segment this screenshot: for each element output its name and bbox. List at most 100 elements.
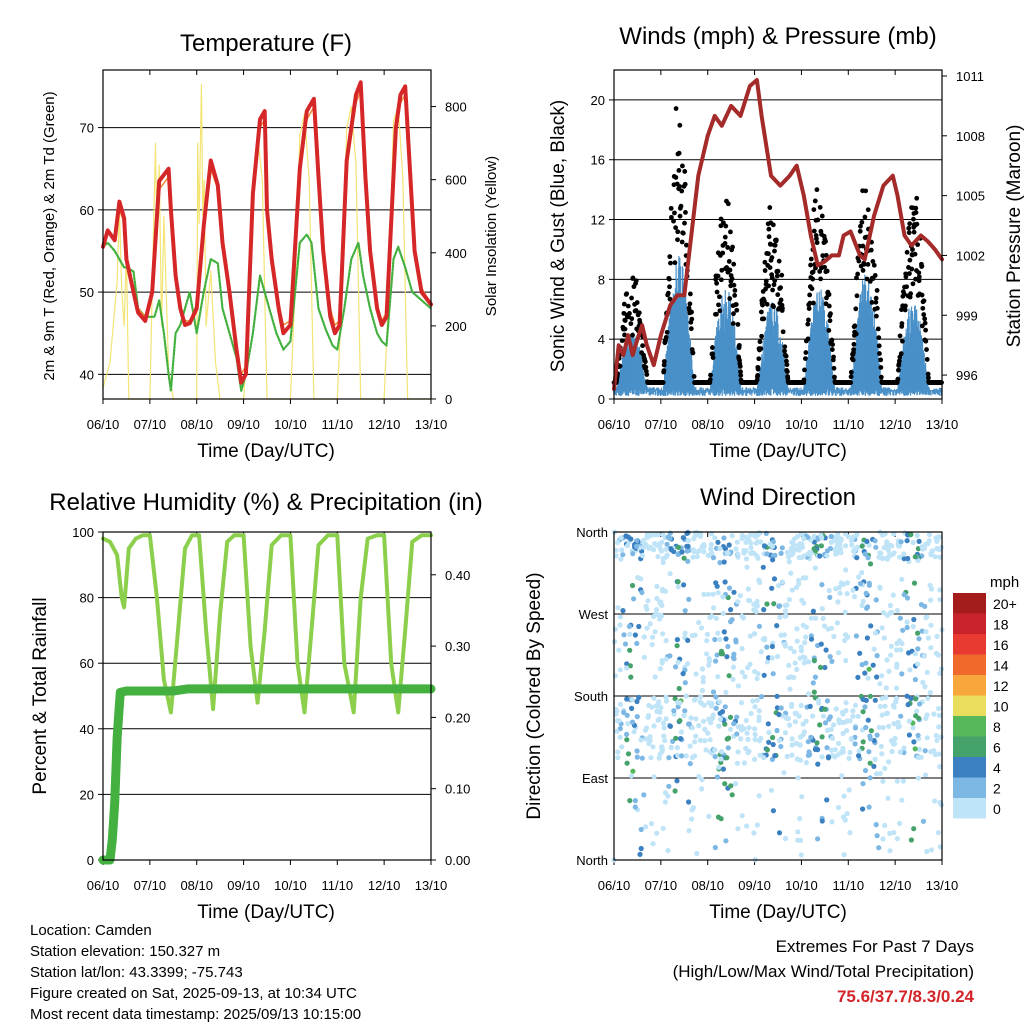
direction-point [686,828,692,834]
direction-point [686,799,692,805]
gust-point [915,242,921,248]
gust-point [687,291,693,297]
x-tick-label: 08/10 [180,878,213,893]
direction-point [798,702,804,709]
gust-point [805,336,811,342]
gust-point [714,280,720,286]
gust-point [902,307,908,313]
direction-point [737,593,743,599]
gust-point [757,339,763,345]
direction-point [723,636,729,642]
direction-point [787,645,794,651]
y2-tick-label: 400 [445,246,467,261]
direction-point [922,684,928,690]
gust-point [680,163,685,169]
x-tick-label: 13/10 [926,417,959,432]
y2-tick-label: 1005 [956,189,985,204]
direction-point [843,700,849,706]
x-tick-label: 11/10 [321,878,353,893]
direction-point [625,721,631,727]
direction-point [620,608,626,614]
direction-point [894,607,901,614]
direction-point [874,674,880,680]
x-tick-label: 07/10 [645,878,678,893]
direction-point [916,538,922,545]
gust-point [922,320,928,326]
x-tick-label: 09/10 [738,878,771,893]
direction-point [624,731,630,738]
legend-swatch [953,675,986,696]
direction-point [613,553,619,559]
direction-point [728,607,734,613]
direction-point [615,749,621,755]
direction-point [790,550,796,556]
gust-point [718,277,724,283]
gust-point [924,357,930,362]
direction-point [774,623,780,629]
direction-point [933,650,939,656]
station-info: Location: Camden Station elevation: 150.… [30,920,361,1025]
direction-point [806,659,812,665]
direction-point [937,554,943,560]
gust-point [629,295,634,301]
gust-point [871,262,877,268]
direction-point [794,666,800,673]
direction-point [730,676,736,683]
direction-point [812,674,819,680]
y-tick-label: West [579,607,609,622]
direction-point [634,698,640,705]
direction-point [779,579,786,585]
gust-point [672,260,678,266]
direction-point [689,807,695,813]
direction-point [795,775,801,781]
direction-point [933,732,939,739]
direction-point [878,550,884,557]
direction-point [879,625,885,631]
direction-point [703,747,709,753]
direction-point [681,582,687,588]
direction-point [758,694,765,700]
direction-point [745,665,751,671]
direction-point [853,633,860,639]
direction-point [840,581,847,588]
direction-point [734,539,741,545]
direction-point [907,667,913,673]
direction-point [748,532,754,538]
direction-point [632,632,639,638]
direction-point [712,754,718,760]
direction-point [832,754,838,760]
series-rh [101,533,433,715]
direction-point [696,619,702,626]
direction-point [862,670,868,676]
direction-point [617,701,624,707]
direction-point [900,627,906,633]
direction-point [671,708,677,714]
direction-point [693,716,699,722]
direction-point [920,546,926,552]
winds-y2label: Station Pressure (Maroon) [1004,125,1024,348]
gust-point [824,268,830,274]
direction-point [863,724,869,731]
direction-point [819,818,825,824]
direction-point [645,713,652,719]
direction-point [717,716,724,722]
gust-point [673,175,679,180]
direction-point [898,539,904,545]
direction-point [880,610,887,616]
direction-point [927,690,933,696]
direction-point [644,625,650,631]
direction-point [789,742,795,748]
direction-point [770,557,776,563]
direction-point [748,540,754,546]
direction-point [840,745,846,752]
temperature-y2label: Solar Insolation (Yellow) [483,156,500,316]
winds-ylabel: Sonic Wind & Gust (Blue, Black) [548,100,569,372]
gust-point [818,276,824,282]
direction-point [860,781,866,787]
direction-point [866,749,872,755]
direction-point [659,658,665,664]
gust-point [810,276,816,282]
direction-point [661,725,667,731]
direction-point [827,654,833,660]
gust-point [735,322,741,327]
